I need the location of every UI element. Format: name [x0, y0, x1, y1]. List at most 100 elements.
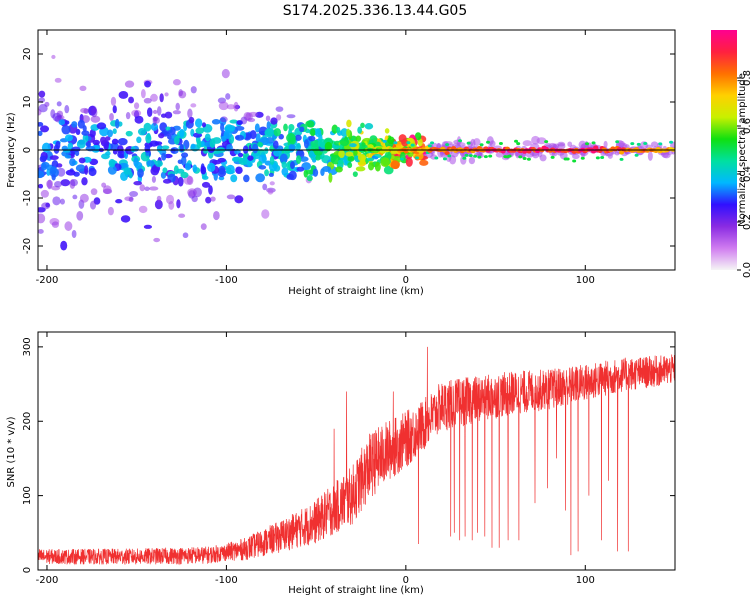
spectrogram-cell [146, 160, 155, 167]
spectrogram-cell [84, 165, 89, 175]
spectrogram-cell [46, 168, 51, 176]
x-tick-label: -100 [215, 575, 238, 586]
spectrogram-cell [221, 68, 230, 79]
spectrogram-cell [308, 135, 316, 142]
spectrogram-cell [205, 196, 212, 204]
spectrogram-cell [154, 160, 163, 167]
spectrogram-cell [220, 116, 228, 123]
spectrogram-cell [46, 179, 54, 189]
spectrogram-cell [38, 122, 44, 127]
spectrogram-cell [225, 93, 231, 100]
spectrogram-cell [286, 173, 294, 180]
spectrogram-cell [565, 157, 570, 161]
spectrogram-cell [286, 133, 296, 143]
spectrogram-cell [417, 138, 423, 147]
spectrogram-cell [109, 142, 120, 152]
spectrogram-cell [101, 182, 107, 188]
spectrogram-cell [177, 159, 183, 164]
x-tick-label: 0 [403, 575, 409, 586]
spectrogram-cell [273, 148, 282, 157]
spectrogram-cell [248, 111, 258, 117]
spectrogram-cell [306, 175, 313, 182]
spectrogram-cell [180, 171, 189, 179]
spectrogram-cell [249, 130, 257, 140]
spectrogram-cell [81, 130, 90, 136]
spectrogram-cell [133, 102, 140, 110]
spectrogram-cell [550, 155, 555, 159]
colorbar-tick-label: 0.4 [742, 166, 750, 182]
spectrogram-cell [125, 130, 133, 137]
spectrogram-cell [516, 142, 521, 146]
spectrogram-cell [178, 89, 183, 97]
spectrogram-cell [270, 117, 278, 125]
spectrogram-cell [368, 162, 375, 171]
x-tick-label: -100 [215, 275, 238, 286]
spectrogram-cell [634, 153, 639, 157]
spectrogram-cell [299, 156, 309, 162]
spectrogram-cell [522, 156, 527, 160]
spectrogram-cell [44, 101, 50, 107]
spectrogram-cell [51, 221, 59, 228]
spectrogram-cell [156, 195, 162, 202]
spectrogram-cell [337, 159, 344, 164]
spectrogram-cell [236, 120, 243, 126]
spectrogram-cell [201, 122, 207, 128]
spectrogram-cell [419, 159, 429, 166]
spectrogram-cell [117, 145, 124, 154]
spectrogram-cell [156, 106, 162, 116]
spectrogram-cell [374, 161, 381, 172]
spectrogram-cell [208, 185, 213, 195]
spectrogram-cell [203, 149, 209, 154]
spectrogram-cell [69, 158, 76, 167]
spectrogram-cell [255, 133, 261, 143]
spectrogram-cell [328, 172, 333, 183]
spectrogram-cell [144, 80, 151, 88]
spectrogram-cell [146, 107, 153, 117]
spectrogram-cell [466, 141, 471, 145]
spectrogram-cell [90, 115, 101, 123]
spectrogram-cell [102, 185, 112, 195]
snr-frame [37, 331, 676, 571]
spectrogram-cell [168, 201, 175, 210]
spectrogram-cell [468, 156, 476, 165]
spectrogram-cell [139, 184, 146, 192]
spectrogram-cell [125, 112, 131, 120]
colorbar-tick-label: 0.0 [742, 262, 750, 278]
spectrogram-cell [380, 157, 390, 168]
spectrogram-cell [52, 112, 62, 122]
spectrogram-cell [210, 196, 216, 202]
spectrogram-cell [281, 161, 287, 169]
spectrogram-cell [264, 128, 274, 138]
spectrogram-cell [190, 86, 197, 94]
spectrogram-cell [192, 164, 198, 173]
spectrogram-cell [128, 96, 135, 104]
spectrogram-cell [64, 120, 70, 125]
spectrogram-cell [130, 146, 136, 153]
spectrogram-cell [382, 139, 387, 143]
spectrogram-cell [89, 128, 96, 138]
spectrogram-cell [177, 176, 184, 187]
spectrogram-cell [324, 141, 333, 152]
spectrogram-x-label: Height of straight line (km) [288, 286, 424, 297]
spectrogram-cell [144, 186, 150, 192]
spectrogram-cell [264, 169, 269, 177]
spectrogram-cell [254, 123, 260, 133]
spectrogram-cell [290, 161, 295, 169]
spectrogram-cell [303, 139, 309, 149]
spectrogram-cell [580, 156, 585, 160]
spectrogram-cell [59, 198, 65, 205]
spectrogram-cell [64, 104, 70, 114]
spectrogram-cell [364, 122, 374, 130]
spectrogram-cell [38, 183, 44, 189]
colorbar-label: Normalized spectral amplitude [737, 73, 748, 227]
spectrogram-cell [38, 108, 42, 116]
spectrogram-cell [473, 154, 478, 158]
spectrogram-cell [64, 134, 73, 142]
y-tick-label: 300 [22, 337, 33, 356]
spectrogram-cell [133, 180, 143, 186]
spectrogram-cell [52, 196, 61, 206]
spectrogram-cell [164, 111, 173, 119]
spectrogram-cell [243, 174, 250, 183]
spectrogram-cell [294, 143, 302, 151]
spectrogram-cell [143, 224, 153, 229]
